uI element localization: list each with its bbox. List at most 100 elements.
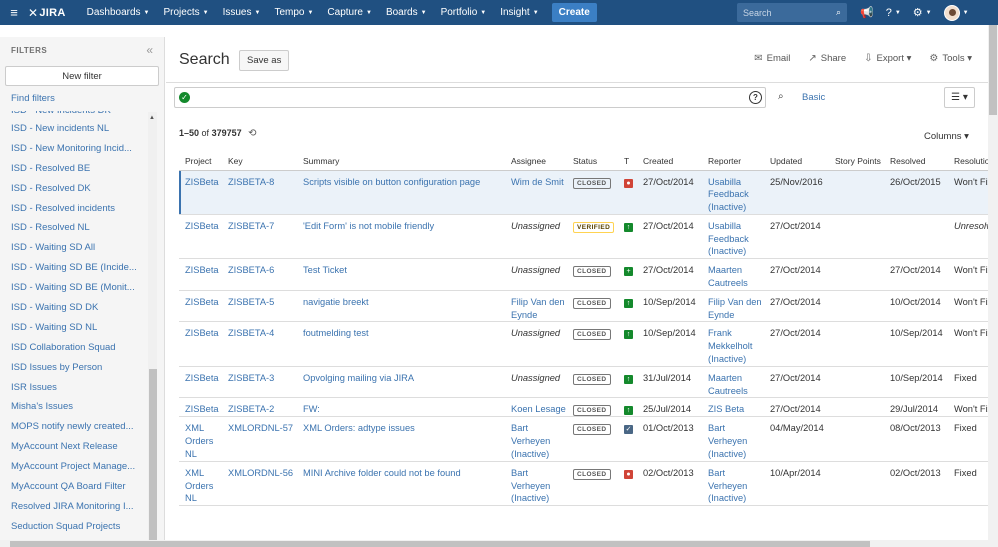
notifications-icon[interactable]: 📢 [860, 7, 874, 19]
project-cell[interactable]: ZISBeta [179, 258, 222, 291]
search-icon[interactable]: ⌕ [778, 91, 784, 102]
table-row[interactable]: ZISBeta ZISBETA-5 navigatie breekt Filip Va… [179, 290, 993, 323]
project-cell[interactable]: ZISBeta [179, 290, 222, 323]
filter-item[interactable]: MyAccount Next Release [11, 441, 118, 453]
reporter-cell[interactable]: Frank Mekkelholt (Inactive) [702, 321, 764, 367]
project-cell[interactable]: ZISBeta [179, 170, 222, 215]
column-header-project[interactable]: Project [179, 152, 222, 171]
table-row[interactable]: ZISBeta ZISBETA-7 'Edit Form' is not mobil… [179, 214, 993, 260]
project-cell[interactable]: ZISBeta [179, 397, 222, 418]
column-header-status[interactable]: Status [567, 152, 618, 171]
layout-switcher-button[interactable]: ☰ ▾ [944, 87, 975, 108]
reporter-cell[interactable]: Usabilla Feedback (Inactive) [702, 214, 764, 260]
filter-item[interactable]: ISD - Waiting SD BE (Incide... [11, 262, 137, 274]
issue-key-link[interactable]: ZISBETA-4 [222, 321, 297, 367]
new-filter-button[interactable]: New filter [5, 66, 159, 86]
hamburger-menu-icon[interactable]: ≡ [10, 5, 18, 20]
filter-item[interactable]: Seduction Squad Projects [11, 520, 121, 532]
share-button[interactable]: ↗ Share [808, 53, 847, 64]
project-cell[interactable]: ZISBeta [179, 214, 222, 260]
filter-item[interactable]: ISD - Resolved NL [11, 222, 90, 234]
reporter-cell[interactable]: Maarten Cautreels [702, 366, 764, 399]
issue-key-link[interactable]: ZISBETA-5 [222, 290, 297, 323]
page-horizontal-scrollbar-thumb[interactable] [10, 541, 870, 547]
filter-item[interactable]: ISD - New incidents NL [11, 123, 110, 134]
filter-item[interactable]: ISD - New Monitoring Incid... [11, 142, 132, 154]
table-row[interactable]: ZISBeta ZISBETA-6 Test Ticket Unassigned CLO… [179, 258, 993, 291]
nav-menu-projects[interactable]: Projects ▼ [163, 7, 209, 18]
filter-item[interactable]: MyAccount Project Manage... [11, 461, 136, 473]
jql-query-input[interactable]: ✓ ? [174, 87, 766, 108]
email-button[interactable]: ✉ Email [754, 53, 791, 64]
table-row[interactable]: ZISBeta ZISBETA-8 Scripts visible on butto… [179, 170, 993, 215]
columns-dropdown[interactable]: Columns ▾ [924, 131, 969, 142]
assignee-cell[interactable]: Koen Lesage [505, 397, 567, 418]
issue-key-link[interactable]: ZISBETA-6 [222, 258, 297, 291]
column-header-updated[interactable]: Updated [764, 152, 829, 171]
search-input[interactable]: Search ⌕ [737, 3, 847, 22]
summary-link[interactable]: Scripts visible on button configuration … [297, 170, 505, 215]
filter-item[interactable]: ISD - New Incidents DK [0, 111, 150, 119]
filter-item[interactable]: MOPS notify newly created... [11, 421, 134, 433]
summary-link[interactable]: Test Ticket [297, 258, 505, 291]
column-header-key[interactable]: Key [222, 152, 297, 171]
reporter-cell[interactable]: Bart Verheyen (Inactive) [702, 416, 764, 462]
column-header-created[interactable]: Created [637, 152, 702, 171]
help-icon[interactable]: ? [885, 6, 892, 19]
filter-item[interactable]: Resolved JIRA Monitoring I... [11, 500, 134, 512]
filter-item[interactable]: ISD - Waiting SD BE (Monit... [11, 282, 135, 294]
reporter-cell[interactable]: Bart Verheyen (Inactive) [702, 461, 764, 507]
nav-menu-dashboards[interactable]: Dashboards ▼ [86, 7, 150, 18]
issue-key-link[interactable]: ZISBETA-7 [222, 214, 297, 260]
syntax-help-icon[interactable]: ? [749, 91, 762, 104]
sidebar-scrollbar[interactable]: ▲ [148, 112, 157, 540]
filter-item[interactable]: ISD - Resolved BE [11, 162, 91, 174]
tools-button[interactable]: ⚙ Tools ▾ [929, 53, 972, 64]
settings-gear-icon[interactable]: ⚙ [912, 7, 923, 19]
page-horizontal-scrollbar[interactable] [0, 540, 988, 547]
project-cell[interactable]: XML Orders NL [179, 416, 222, 462]
reporter-cell[interactable]: ZIS Beta [702, 397, 764, 418]
project-cell[interactable]: ZISBeta [179, 321, 222, 367]
reporter-cell[interactable]: Usabilla Feedback (Inactive) [702, 170, 764, 215]
nav-menu-tempo[interactable]: Tempo ▼ [274, 7, 314, 18]
nav-menu-insight[interactable]: Insight ▼ [500, 7, 539, 18]
summary-link[interactable]: XML Orders: adtype issues [297, 416, 505, 462]
page-vertical-scrollbar[interactable] [988, 25, 998, 547]
column-header-reporter[interactable]: Reporter [702, 152, 764, 171]
sidebar-scrollbar-thumb[interactable] [149, 369, 157, 540]
issue-key-link[interactable]: XMLORDNL-57 [222, 416, 297, 462]
column-header-story-points[interactable]: Story Points [829, 152, 884, 171]
table-row[interactable]: ZISBeta ZISBETA-3 Opvolging mailing via JI… [179, 366, 993, 399]
column-header-assignee[interactable]: Assignee [505, 152, 567, 171]
table-row[interactable]: ZISBeta ZISBETA-4 foutmelding test Unassign… [179, 321, 993, 367]
table-row[interactable]: ZISBeta ZISBETA-2 FW: Koen Lesage CLOSED ↑ 25/… [179, 397, 993, 418]
summary-link[interactable]: Opvolging mailing via JIRA [297, 366, 505, 399]
issue-key-link[interactable]: ZISBETA-8 [222, 170, 297, 215]
column-header-t[interactable]: T [618, 152, 637, 171]
filter-item[interactable]: ISD - Resolved incidents [11, 202, 116, 214]
table-row[interactable]: XML Orders NL XMLORDNL-57 XML Orders: adty… [179, 416, 993, 462]
summary-link[interactable]: FW: [297, 397, 505, 418]
filter-item[interactable]: ISD - Resolved DK [11, 182, 91, 194]
refresh-icon[interactable]: ⟲ [248, 128, 257, 139]
assignee-cell[interactable]: Filip Van den Eynde [505, 290, 567, 323]
filter-item[interactable]: MyAccount QA Board Filter [11, 481, 126, 493]
column-header-resolution[interactable]: Resolution [948, 152, 993, 171]
user-avatar[interactable] [943, 4, 960, 21]
basic-search-link[interactable]: Basic [802, 92, 826, 103]
assignee-cell[interactable]: Bart Verheyen (Inactive) [505, 461, 567, 507]
find-filters-link[interactable]: Find filters [11, 93, 55, 104]
reporter-cell[interactable]: Maarten Cautreels [702, 258, 764, 291]
filter-item[interactable]: ISD Issues by Person [11, 361, 103, 373]
column-header-resolved[interactable]: Resolved [884, 152, 948, 171]
jira-logo[interactable]: ✕ JIRA [28, 5, 66, 20]
table-row[interactable]: XML Orders NL XMLORDNL-56 MINI Archive fol… [179, 461, 993, 507]
assignee-cell[interactable]: Bart Verheyen (Inactive) [505, 416, 567, 462]
nav-menu-portfolio[interactable]: Portfolio ▼ [440, 7, 487, 18]
filter-item[interactable]: ISD - Waiting SD DK [11, 302, 99, 314]
scroll-up-arrow-icon[interactable]: ▲ [149, 115, 155, 121]
issue-key-link[interactable]: ZISBETA-2 [222, 397, 297, 418]
assignee-cell[interactable]: Wim de Smit [505, 170, 567, 215]
summary-link[interactable]: 'Edit Form' is not mobile friendly [297, 214, 505, 260]
